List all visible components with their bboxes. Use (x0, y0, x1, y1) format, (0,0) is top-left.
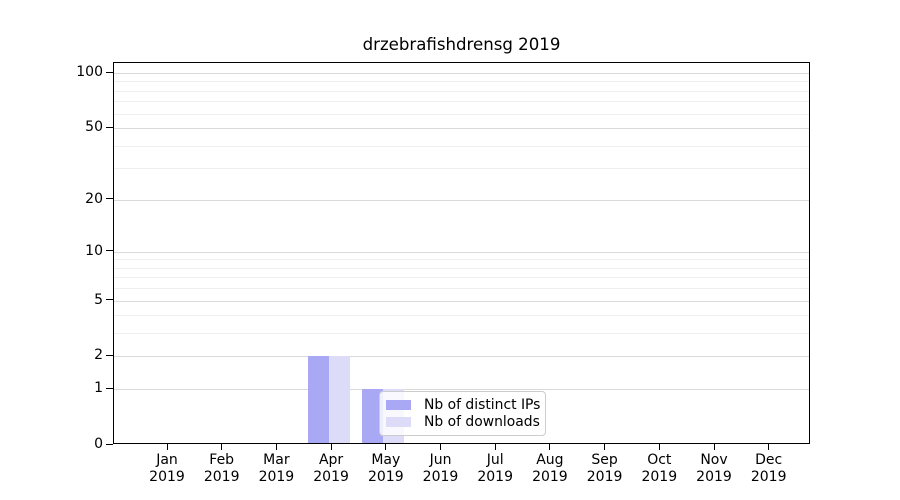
gridline-minor (114, 168, 809, 170)
legend-label-downloads: Nb of downloads (424, 414, 540, 430)
gridline-minor (114, 315, 809, 317)
x-tick-mark (768, 444, 770, 450)
y-tick-mark (106, 443, 113, 445)
y-tick-mark (106, 71, 113, 73)
y-tick-mark (106, 126, 113, 128)
chart-title: drzebrafishdrensg 2019 (362, 35, 561, 54)
x-tick-label: Apr 2019 (301, 452, 361, 485)
x-tick-mark (494, 444, 496, 450)
gridline-minor (114, 113, 809, 115)
x-tick-label: Dec 2019 (739, 452, 799, 485)
gridline-major (114, 199, 809, 201)
x-tick-year: 2019 (477, 468, 513, 485)
x-tick-year: 2019 (149, 468, 185, 485)
x-tick-month: Jul (486, 452, 504, 468)
x-tick-label: Mar 2019 (246, 452, 306, 485)
gridline-minor (114, 90, 809, 92)
x-tick-mark (385, 444, 387, 450)
x-tick-label: Feb 2019 (192, 452, 252, 485)
gridline-major (114, 389, 809, 391)
y-tick-label: 2 (94, 347, 103, 364)
y-tick-label: 10 (85, 242, 103, 259)
gridline-minor (114, 81, 809, 83)
y-tick-mark (106, 198, 113, 200)
x-tick-year: 2019 (258, 468, 295, 485)
gridline-minor (114, 259, 809, 261)
x-tick-mark (166, 444, 168, 450)
x-tick-year: 2019 (313, 468, 349, 485)
x-tick-label: May 2019 (356, 452, 416, 485)
y-tick-mark (106, 387, 113, 389)
x-tick-mark (713, 444, 715, 450)
gridline-minor (114, 267, 809, 269)
x-tick-label: Jan 2019 (137, 452, 197, 485)
gridline-minor (114, 288, 809, 290)
gridline-major (114, 251, 809, 253)
y-tick-label: 1 (94, 380, 103, 397)
x-tick-mark (275, 444, 277, 450)
legend-entry-downloads: Nb of downloads (386, 414, 540, 431)
x-tick-month: Aug (536, 452, 564, 468)
y-tick-label: 20 (85, 190, 103, 207)
y-tick-label: 50 (85, 119, 103, 136)
gridline-minor (114, 101, 809, 103)
gridline-major (114, 73, 809, 74)
x-tick-year: 2019 (532, 468, 568, 485)
gridline-minor (114, 145, 809, 147)
y-tick-mark (106, 299, 113, 301)
x-tick-year: 2019 (750, 468, 787, 485)
bar-downloads-apr (328, 356, 350, 443)
x-tick-label: Aug 2019 (520, 452, 580, 485)
x-tick-mark (330, 444, 332, 450)
y-tick-mark (106, 250, 113, 252)
x-tick-mark (658, 444, 660, 450)
x-tick-month: Apr (318, 452, 344, 468)
x-tick-mark (440, 444, 441, 450)
x-tick-year: 2019 (586, 468, 623, 485)
x-tick-month: Oct (647, 452, 672, 468)
legend-swatch-downloads-icon (386, 417, 411, 427)
x-tick-label: Jun 2019 (411, 452, 471, 485)
bar-distinct-ips-may (362, 389, 384, 443)
legend-swatch-distinct-ips-icon (386, 400, 411, 410)
x-tick-year: 2019 (696, 468, 732, 485)
x-tick-year: 2019 (641, 468, 678, 485)
x-tick-month: Jun (429, 452, 452, 468)
x-tick-month: Feb (209, 452, 235, 468)
plot-area (113, 62, 810, 444)
x-tick-mark (221, 444, 223, 450)
y-tick-label: 100 (76, 64, 103, 80)
x-tick-month: Jan (156, 452, 178, 468)
x-tick-year: 2019 (422, 468, 459, 485)
x-tick-label: Oct 2019 (629, 452, 689, 485)
x-tick-month: May (371, 452, 401, 468)
gridline-major (114, 356, 809, 358)
x-tick-year: 2019 (367, 468, 404, 485)
x-tick-month: Sep (591, 452, 618, 468)
gridline-major (114, 300, 809, 302)
y-tick-label: 0 (94, 436, 103, 452)
x-tick-year: 2019 (203, 468, 240, 485)
y-tick-label: 5 (94, 291, 103, 308)
x-tick-label: Sep 2019 (575, 452, 635, 485)
x-tick-month: Nov (700, 452, 728, 468)
x-tick-label: Jul 2019 (465, 452, 525, 485)
gridline-minor (114, 333, 809, 335)
x-tick-month: Dec (755, 452, 783, 468)
x-tick-month: Mar (263, 452, 290, 468)
y-tick-mark (106, 354, 113, 356)
gridline-minor (114, 277, 809, 279)
legend-entry-distinct-ips: Nb of distinct IPs (386, 397, 540, 414)
x-tick-mark (604, 444, 606, 450)
x-tick-mark (549, 444, 551, 450)
legend-label-distinct-ips: Nb of distinct IPs (424, 397, 541, 413)
legend: Nb of distinct IPs Nb of downloads (379, 391, 546, 436)
gridline-major (114, 128, 809, 130)
bar-distinct-ips-apr (307, 356, 329, 443)
x-tick-label: Nov 2019 (684, 452, 744, 485)
